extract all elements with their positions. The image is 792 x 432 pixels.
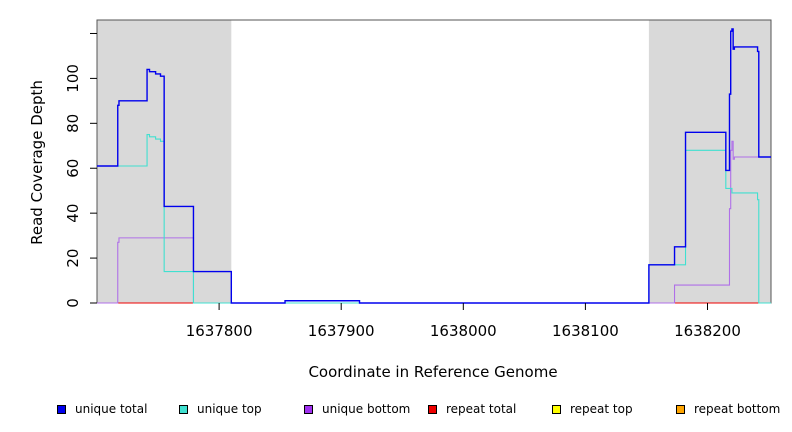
legend-swatch [57,404,66,414]
x-axis-label: Coordinate in Reference Genome [308,363,557,381]
y-tick-label: 40 [64,204,82,223]
legend-label: repeat total [446,402,517,416]
series-line-unique-bottom [97,140,771,304]
legend-swatch [304,404,313,414]
series-lines [97,28,771,304]
x-tick-label: 1638100 [552,322,619,340]
shaded-region [648,20,771,303]
y-axis-label: Read Coverage Depth [28,80,46,245]
y-tick-label: 60 [64,159,82,178]
x-axis: 1637800 1637900 1638000 1638100 1638200 [186,303,741,340]
legend-item-unique-total: unique total [57,398,147,420]
y-tick-label: 20 [64,249,82,268]
legend-label: unique total [75,402,148,416]
x-tick-label: 1637900 [308,322,375,340]
legend-item-unique-top: unique top [179,398,262,420]
coverage-chart: 1637800 1637900 1638000 1638100 1638200 0 20 4… [28,19,772,381]
legend: unique total unique top unique bottom repea… [0,398,792,420]
shaded-regions [97,20,771,303]
x-tick-label: 1637800 [186,322,253,340]
legend-swatch [676,404,685,414]
y-axis: 0 20 40 60 80 100 [64,32,97,308]
x-tick-label: 1638200 [674,322,741,340]
legend-label: repeat bottom [694,402,781,416]
legend-label: unique bottom [322,402,411,416]
legend-swatch [428,404,437,414]
legend-item-unique-bottom: unique bottom [304,398,410,420]
legend-swatch [179,404,188,414]
y-tick-label: 80 [64,114,82,133]
legend-item-repeat-total: repeat total [428,398,516,420]
series-line-unique-total [97,28,771,304]
legend-item-repeat-top: repeat top [552,398,633,420]
legend-label: repeat top [570,402,633,416]
x-tick-label: 1638000 [430,322,497,340]
y-tick-label: 100 [64,64,82,93]
legend-swatch [552,404,561,414]
legend-label: unique top [197,402,262,416]
legend-item-repeat-bottom: repeat bottom [676,398,780,420]
y-tick-label: 0 [64,298,82,308]
